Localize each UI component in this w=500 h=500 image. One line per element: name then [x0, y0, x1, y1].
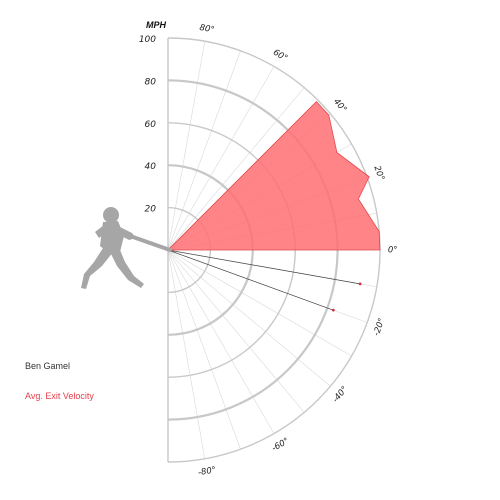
angle-gridline: [167, 249, 275, 434]
legend-metric-label: Avg. Exit Velocity: [25, 391, 94, 401]
angle-gridline: [167, 249, 241, 450]
chart-labels: 20 40 60 80 100 80° 60° 40° 20° 0° -20° -40° -60° -80…: [139, 23, 398, 478]
angle-tick-label: 60°: [271, 48, 289, 64]
hit-line: [167, 249, 361, 285]
hit-point: [358, 282, 362, 286]
negative-angle-lines: [167, 249, 362, 312]
angle-tick-label: 80°: [199, 23, 216, 35]
angle-tick-label: 0°: [388, 246, 398, 256]
unit-label: MPH: [146, 20, 166, 30]
player-name: Ben Gamel: [25, 361, 71, 371]
angle-gridline: [167, 249, 352, 357]
angle-tick-label: 20°: [371, 165, 386, 183]
batter-silhouette-icon: [81, 207, 172, 289]
angle-tick-label: -80°: [197, 465, 217, 478]
exit-velocity-area: [167, 101, 381, 251]
hit-point: [331, 308, 335, 312]
angle-tick-label: -60°: [270, 436, 291, 454]
angle-tick-label: -20°: [372, 317, 388, 337]
angle-tick-label: -40°: [331, 385, 350, 405]
radius-tick-label: 20: [145, 205, 157, 215]
angle-tick-label: 40°: [331, 97, 348, 115]
angle-gridline: [167, 249, 305, 413]
angle-gridline: [167, 41, 206, 251]
radius-tick-label: 40: [145, 162, 157, 172]
angle-gridline: [167, 50, 241, 251]
radius-tick-label: 80: [145, 77, 157, 87]
angle-gridline: [167, 249, 331, 387]
angle-gridline: [167, 249, 206, 459]
hit-line: [167, 249, 334, 311]
exit-velocity-polygon: [167, 101, 381, 251]
angle-gridline: [167, 66, 275, 251]
angle-gridline: [167, 87, 305, 251]
radius-tick-label: 60: [145, 120, 157, 130]
radius-tick-label: 100: [139, 35, 156, 45]
